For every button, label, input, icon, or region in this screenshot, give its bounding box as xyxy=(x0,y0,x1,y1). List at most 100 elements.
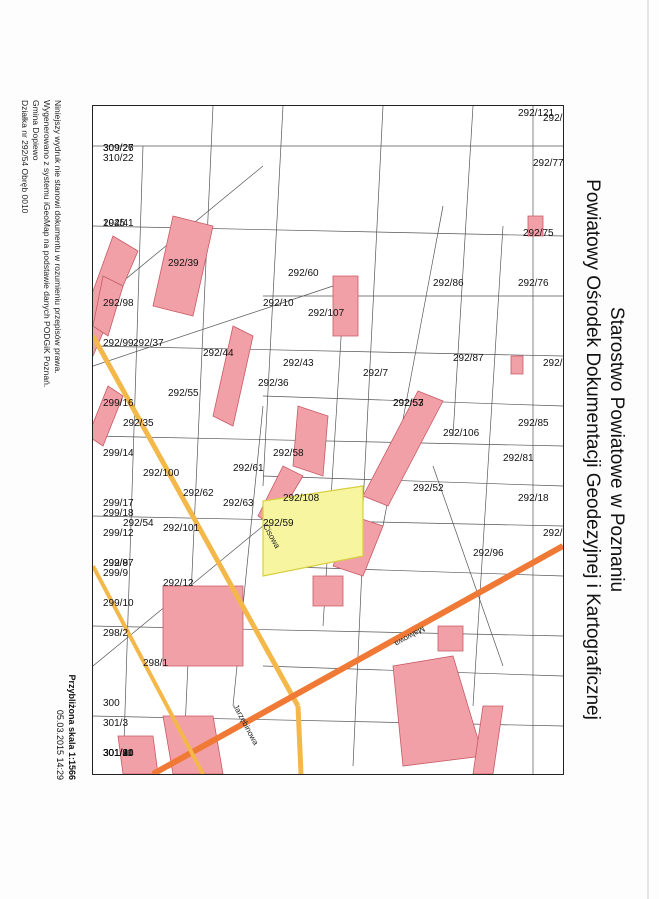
parcel-label: 292/85 xyxy=(518,418,549,429)
building xyxy=(292,405,329,477)
parcel-boundary xyxy=(182,106,214,774)
parcel-label: 292/97 xyxy=(103,558,134,569)
parcel-label: 299/8 xyxy=(103,558,128,569)
building xyxy=(93,275,124,337)
parcel-label: 301/44 xyxy=(103,748,134,759)
parcel-boundary xyxy=(262,475,563,487)
parcel-label: 292/53 xyxy=(393,398,424,409)
parcel-label: 292/35 xyxy=(123,418,154,429)
footer-parcel-id: Działka nr 292/54 Obręb 0010 xyxy=(20,100,30,214)
road-segment xyxy=(295,705,304,774)
parcel-label: 1045 xyxy=(103,218,126,229)
parcel-label: 292/36 xyxy=(258,378,289,389)
building xyxy=(510,355,524,375)
parcel-label: 292/108 xyxy=(283,493,320,504)
scan-edge xyxy=(647,0,649,899)
header-title-1: Starostwo Powiatowe w Poznaniu xyxy=(606,306,627,593)
parcel-label: 292/86 xyxy=(433,278,464,289)
road-cisowa xyxy=(93,334,301,708)
parcel-label: 292/54 xyxy=(123,518,154,529)
building xyxy=(392,655,484,767)
parcel-label: 292/57 xyxy=(393,398,424,409)
parcel-boundary xyxy=(362,106,384,507)
building xyxy=(93,385,124,447)
building xyxy=(117,735,159,774)
parcel-label: 292/106 xyxy=(443,428,480,439)
parcel-label: 299/14 xyxy=(103,448,134,459)
parcel-label: 292/18 xyxy=(518,493,549,504)
parcel-label: 298/1 xyxy=(143,658,168,669)
parcel-label: 292/7 xyxy=(363,368,388,379)
map-canvas[interactable]: 292/73292/121 292/77 292/75 292/76 292/84 292… xyxy=(93,106,563,774)
parcel-label: 292/62 xyxy=(183,488,214,499)
parcel-label: 299/10 xyxy=(103,598,134,609)
building xyxy=(332,275,359,337)
parcel-label: 292/63 xyxy=(223,498,254,509)
parcel-boundary xyxy=(352,545,364,767)
parcel-boundary xyxy=(472,225,504,707)
building xyxy=(162,585,244,667)
selected-parcel-292-54 xyxy=(262,485,364,577)
print-datetime: 05.03.2015 14:29 xyxy=(55,709,65,780)
building xyxy=(312,575,344,607)
roads-layer xyxy=(93,334,563,774)
parcel-label: 292/75 xyxy=(523,228,554,239)
parcel-label: 292/98 xyxy=(103,298,134,309)
cadastral-map[interactable]: 292/73292/121 292/77 292/75 292/76 292/84 292… xyxy=(92,105,564,775)
parcel-boundary xyxy=(93,225,563,237)
parcel-label: 292/44 xyxy=(203,348,234,359)
building xyxy=(527,215,544,237)
building xyxy=(152,215,214,317)
header-title-2: Powiatowy Ośrodek Dokumentacji Geodezyjn… xyxy=(582,179,603,720)
building xyxy=(472,705,504,774)
parcel-label: 292/77 xyxy=(533,158,563,169)
parcel-label: 292/37 xyxy=(133,338,164,349)
parcel-boundary xyxy=(93,435,563,447)
parcel-label: 292/10 xyxy=(263,298,294,309)
parcel-label: 292/121 xyxy=(518,108,555,119)
selected-parcel-layer xyxy=(262,485,364,577)
parcel-label: 299/17 xyxy=(103,498,134,509)
scale-label: Przybliżona skala 1:1566 xyxy=(67,674,77,780)
parcel-boundary xyxy=(122,145,144,774)
parcel-label: 309/27 xyxy=(103,143,134,154)
parcel-label: 301/3 xyxy=(103,718,128,729)
parcel-label: 292/41 xyxy=(103,218,134,229)
parcel-label: 292/101 xyxy=(163,523,200,534)
parcel-label: 292/61 xyxy=(233,463,264,474)
building xyxy=(437,625,464,652)
parcel-label: 292/39 xyxy=(168,258,199,269)
parcel-label: 292/52 xyxy=(413,483,444,494)
parcel-label: 292/79 xyxy=(543,528,563,539)
parcel-label: 301/2 xyxy=(103,748,128,759)
footer-source: Wygenerowano z systemu iGeoMap na podsta… xyxy=(42,100,52,388)
parcel-label: 292/81 xyxy=(503,453,534,464)
parcel-label: 292/58 xyxy=(273,448,304,459)
parcel-label: 292/59 xyxy=(263,518,294,529)
footer-disclaimer: Niniejszy wydruk nie stanowi dokumentu w… xyxy=(53,100,63,374)
parcel-label: 299/12 xyxy=(103,528,134,539)
parcel-labels-layer: 292/73292/121 292/77 292/75 292/76 292/84 292… xyxy=(103,108,563,759)
building xyxy=(212,325,254,427)
parcel-label: 292/12 xyxy=(163,578,194,589)
parcel-label: 301 xyxy=(103,748,120,759)
footer-municipality: Gmina Dopiewo xyxy=(31,100,41,161)
parcel-label: 292/107 xyxy=(308,308,345,319)
parcel-label: 292/73 xyxy=(543,113,563,124)
parcel-boundary xyxy=(452,106,474,437)
parcel-label: 292/87 xyxy=(453,353,484,364)
parcel-boundary xyxy=(322,305,344,627)
parcel-label: 292/96 xyxy=(473,548,504,559)
parcel-label: 298/2 xyxy=(103,628,128,639)
road-malwowa xyxy=(151,543,563,774)
parcel-label: 292/43 xyxy=(283,358,314,369)
road-jarzebinowa xyxy=(93,565,205,774)
parcel-boundary xyxy=(432,465,504,667)
parcel-label: 301/30 xyxy=(103,748,134,759)
parcel-label: 299/9 xyxy=(103,568,128,579)
parcel-boundary xyxy=(93,345,563,357)
parcel-label: 292/76 xyxy=(518,278,549,289)
parcel-label: 292/60 xyxy=(288,268,319,279)
